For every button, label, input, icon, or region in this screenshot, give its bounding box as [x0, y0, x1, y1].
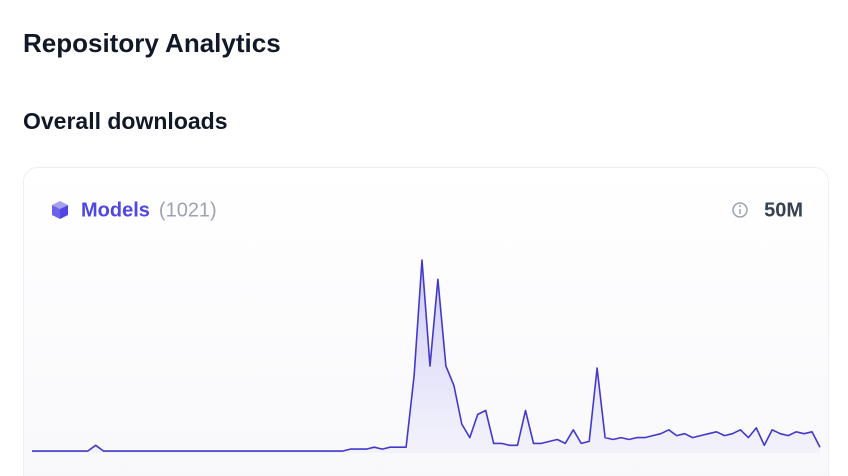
total-downloads: 50M	[764, 199, 803, 221]
models-link[interactable]: Models	[81, 199, 150, 221]
area-fill	[32, 260, 820, 453]
info-icon[interactable]	[732, 202, 748, 218]
models-icon	[52, 201, 68, 219]
section-title: Overall downloads	[23, 108, 228, 134]
sparkline	[32, 259, 821, 453]
page-title: Repository Analytics	[23, 28, 281, 58]
area-line	[32, 259, 821, 452]
models-count: (1021)	[159, 199, 217, 221]
